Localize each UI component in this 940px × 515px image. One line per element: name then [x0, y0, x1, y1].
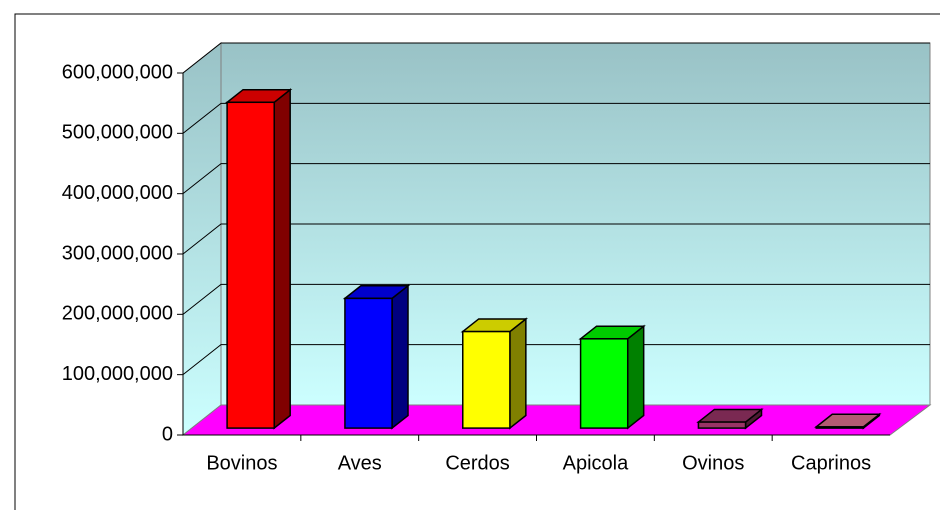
y-tick-label: 500,000,000	[62, 122, 173, 144]
y-tick-label: 300,000,000	[62, 242, 173, 264]
grid-line	[182, 102, 930, 134]
bar-side	[391, 284, 409, 430]
y-tick-label: 600,000,000	[62, 61, 173, 83]
bar	[462, 330, 511, 429]
bar	[579, 338, 629, 429]
bar-side	[273, 88, 291, 430]
y-tick-label: 0	[162, 423, 173, 445]
bar	[226, 101, 275, 429]
bar	[697, 421, 747, 429]
grid-line	[182, 344, 930, 376]
x-tick-label: Apicola	[563, 452, 629, 474]
floor	[181, 404, 932, 436]
grid-line	[182, 283, 930, 315]
x-tick-label: Caprinos	[791, 452, 871, 474]
y-tick-label: 200,000,000	[62, 303, 173, 325]
bar	[815, 426, 865, 429]
y-tick-label: 100,000,000	[62, 363, 173, 385]
grid-line	[182, 42, 930, 74]
grid-line	[182, 223, 930, 255]
grid-line	[182, 163, 930, 195]
x-tick-label: Cerdos	[445, 452, 509, 474]
x-tick-label: Bovinos	[206, 452, 277, 474]
x-tick-label: Ovinos	[682, 452, 744, 474]
x-tick-label: Aves	[338, 452, 382, 474]
bar	[344, 297, 393, 429]
bar-side	[509, 317, 527, 430]
y-tick-label: 400,000,000	[62, 182, 173, 204]
bar-side	[626, 324, 645, 430]
chart-frame	[14, 13, 940, 515]
